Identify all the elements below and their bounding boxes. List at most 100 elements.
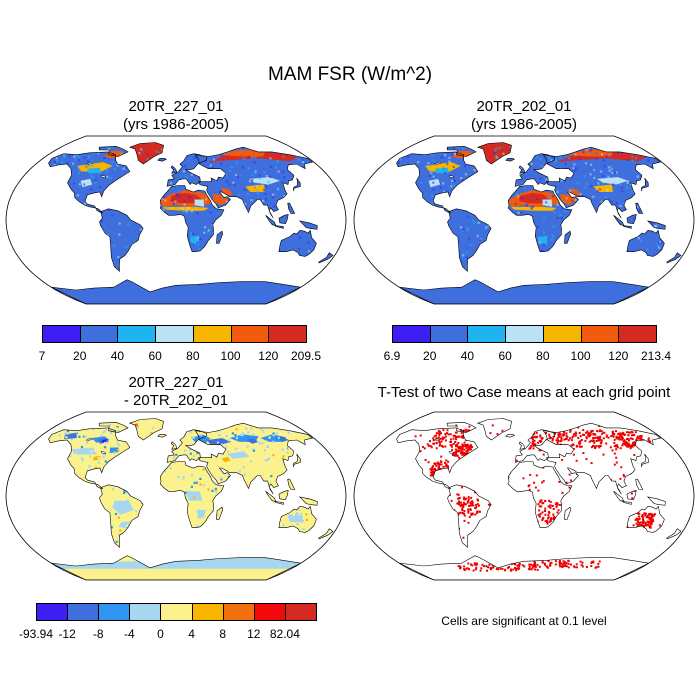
map-cell bbox=[584, 186, 587, 189]
colorbar-tick-label: 120 bbox=[608, 349, 629, 363]
map-cell bbox=[262, 199, 265, 202]
map-cell bbox=[202, 482, 205, 485]
map-cell bbox=[218, 434, 221, 437]
significant-cell bbox=[569, 429, 572, 432]
map-cell bbox=[232, 181, 235, 184]
map-cell bbox=[443, 154, 447, 157]
significant-cell bbox=[620, 438, 623, 441]
map-cell bbox=[78, 168, 81, 171]
coastline bbox=[159, 185, 225, 252]
map-cell bbox=[58, 434, 61, 437]
significant-cell bbox=[462, 436, 464, 439]
significant-cell bbox=[565, 562, 568, 565]
significant-cell bbox=[625, 443, 628, 446]
coastline bbox=[514, 153, 556, 187]
significant-cell bbox=[455, 445, 458, 448]
map-cell bbox=[634, 157, 637, 160]
coastline bbox=[298, 220, 318, 230]
map-cell bbox=[250, 457, 253, 460]
significant-cell bbox=[627, 445, 630, 448]
map-cell bbox=[110, 231, 113, 234]
significant-cell bbox=[642, 520, 645, 523]
map-cell bbox=[631, 155, 634, 158]
significant-cell bbox=[575, 566, 578, 569]
map-cell bbox=[626, 180, 629, 183]
map-cell bbox=[220, 443, 223, 446]
significant-cell bbox=[571, 439, 573, 442]
significant-cell bbox=[642, 524, 645, 527]
coastline bbox=[99, 484, 144, 548]
significant-cell bbox=[629, 437, 632, 440]
significant-cell bbox=[468, 504, 470, 507]
map-cell bbox=[615, 171, 618, 174]
significant-cell bbox=[559, 440, 562, 443]
map-cell bbox=[550, 238, 553, 241]
map-cell bbox=[246, 193, 249, 196]
map-cell bbox=[182, 476, 185, 479]
significant-cell bbox=[437, 432, 440, 435]
significant-cell bbox=[542, 453, 545, 456]
map-cell bbox=[140, 148, 143, 151]
map-cell bbox=[169, 182, 172, 185]
coastline bbox=[396, 427, 479, 489]
significant-cell bbox=[560, 562, 563, 565]
significant-cell bbox=[636, 437, 639, 440]
map-cell bbox=[97, 152, 100, 155]
significant-cell bbox=[556, 437, 559, 440]
map-cell bbox=[473, 221, 476, 224]
map-cell bbox=[90, 450, 93, 453]
significant-cell bbox=[459, 505, 462, 508]
map-cell bbox=[416, 155, 419, 158]
significant-cell bbox=[541, 511, 544, 514]
coastline bbox=[99, 208, 144, 272]
significant-cell bbox=[457, 446, 460, 449]
map-cell bbox=[246, 445, 249, 448]
significant-cell bbox=[463, 519, 466, 522]
map-cell bbox=[206, 162, 209, 165]
map-cell bbox=[66, 432, 69, 435]
significant-cell bbox=[582, 429, 585, 431]
map-cell bbox=[164, 199, 167, 202]
map-cell bbox=[487, 224, 490, 227]
map-cell bbox=[636, 175, 639, 178]
colorbar-tick-label: 40 bbox=[110, 349, 125, 363]
map-cell bbox=[283, 518, 286, 521]
map-cell bbox=[81, 465, 84, 468]
map-cell bbox=[525, 204, 528, 207]
significant-cell bbox=[565, 481, 568, 484]
significant-cell bbox=[434, 468, 437, 471]
significant-cell bbox=[640, 521, 642, 524]
significant-cell bbox=[509, 568, 512, 571]
significant-cell bbox=[470, 514, 473, 516]
significant-cell bbox=[469, 504, 472, 507]
map-cell bbox=[450, 179, 454, 183]
map-cell bbox=[574, 198, 577, 201]
map-cell bbox=[216, 433, 219, 436]
significant-cell bbox=[554, 560, 557, 563]
coastline bbox=[564, 230, 572, 244]
map-cell bbox=[111, 153, 114, 156]
map-cell bbox=[79, 162, 82, 166]
significant-cell bbox=[516, 564, 519, 567]
significant-cell bbox=[549, 564, 552, 567]
map-cell bbox=[407, 155, 410, 158]
significant-cell bbox=[522, 477, 525, 480]
map-cell bbox=[610, 165, 613, 168]
significant-cell bbox=[454, 448, 457, 451]
map-cell bbox=[250, 460, 253, 463]
map-cell bbox=[211, 223, 214, 226]
map-cell bbox=[475, 220, 479, 224]
significant-cell bbox=[597, 436, 599, 439]
significant-cell bbox=[556, 441, 559, 444]
significant-cell bbox=[499, 567, 502, 570]
significant-cell bbox=[442, 429, 445, 432]
significant-cell bbox=[452, 434, 455, 437]
coastline bbox=[564, 506, 572, 520]
significant-cell bbox=[460, 451, 463, 454]
map-cell bbox=[294, 158, 297, 161]
significant-cell bbox=[435, 432, 438, 435]
colorbar-tick-label: 100 bbox=[570, 349, 591, 363]
map-cell bbox=[458, 246, 461, 249]
significant-cell bbox=[650, 513, 653, 515]
significant-cell bbox=[648, 517, 651, 520]
